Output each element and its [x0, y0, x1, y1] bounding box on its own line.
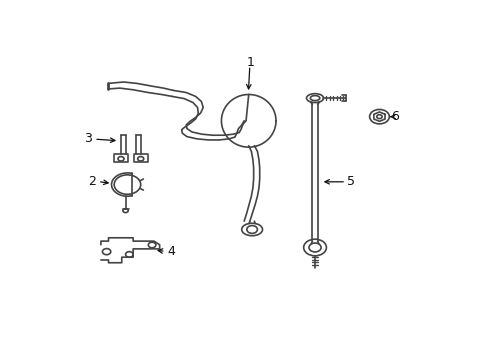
- Text: 3: 3: [84, 132, 92, 145]
- Text: 4: 4: [167, 245, 175, 258]
- Text: 5: 5: [346, 175, 354, 188]
- Text: 1: 1: [246, 56, 254, 69]
- Text: 2: 2: [88, 175, 96, 188]
- Text: 6: 6: [390, 110, 399, 123]
